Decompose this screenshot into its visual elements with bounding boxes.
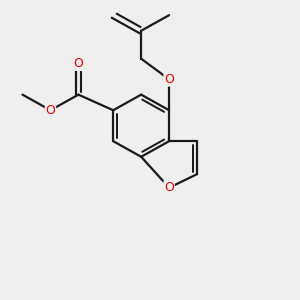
Text: O: O: [164, 181, 174, 194]
Text: O: O: [164, 73, 174, 86]
Text: O: O: [46, 104, 56, 117]
Text: O: O: [74, 57, 83, 70]
